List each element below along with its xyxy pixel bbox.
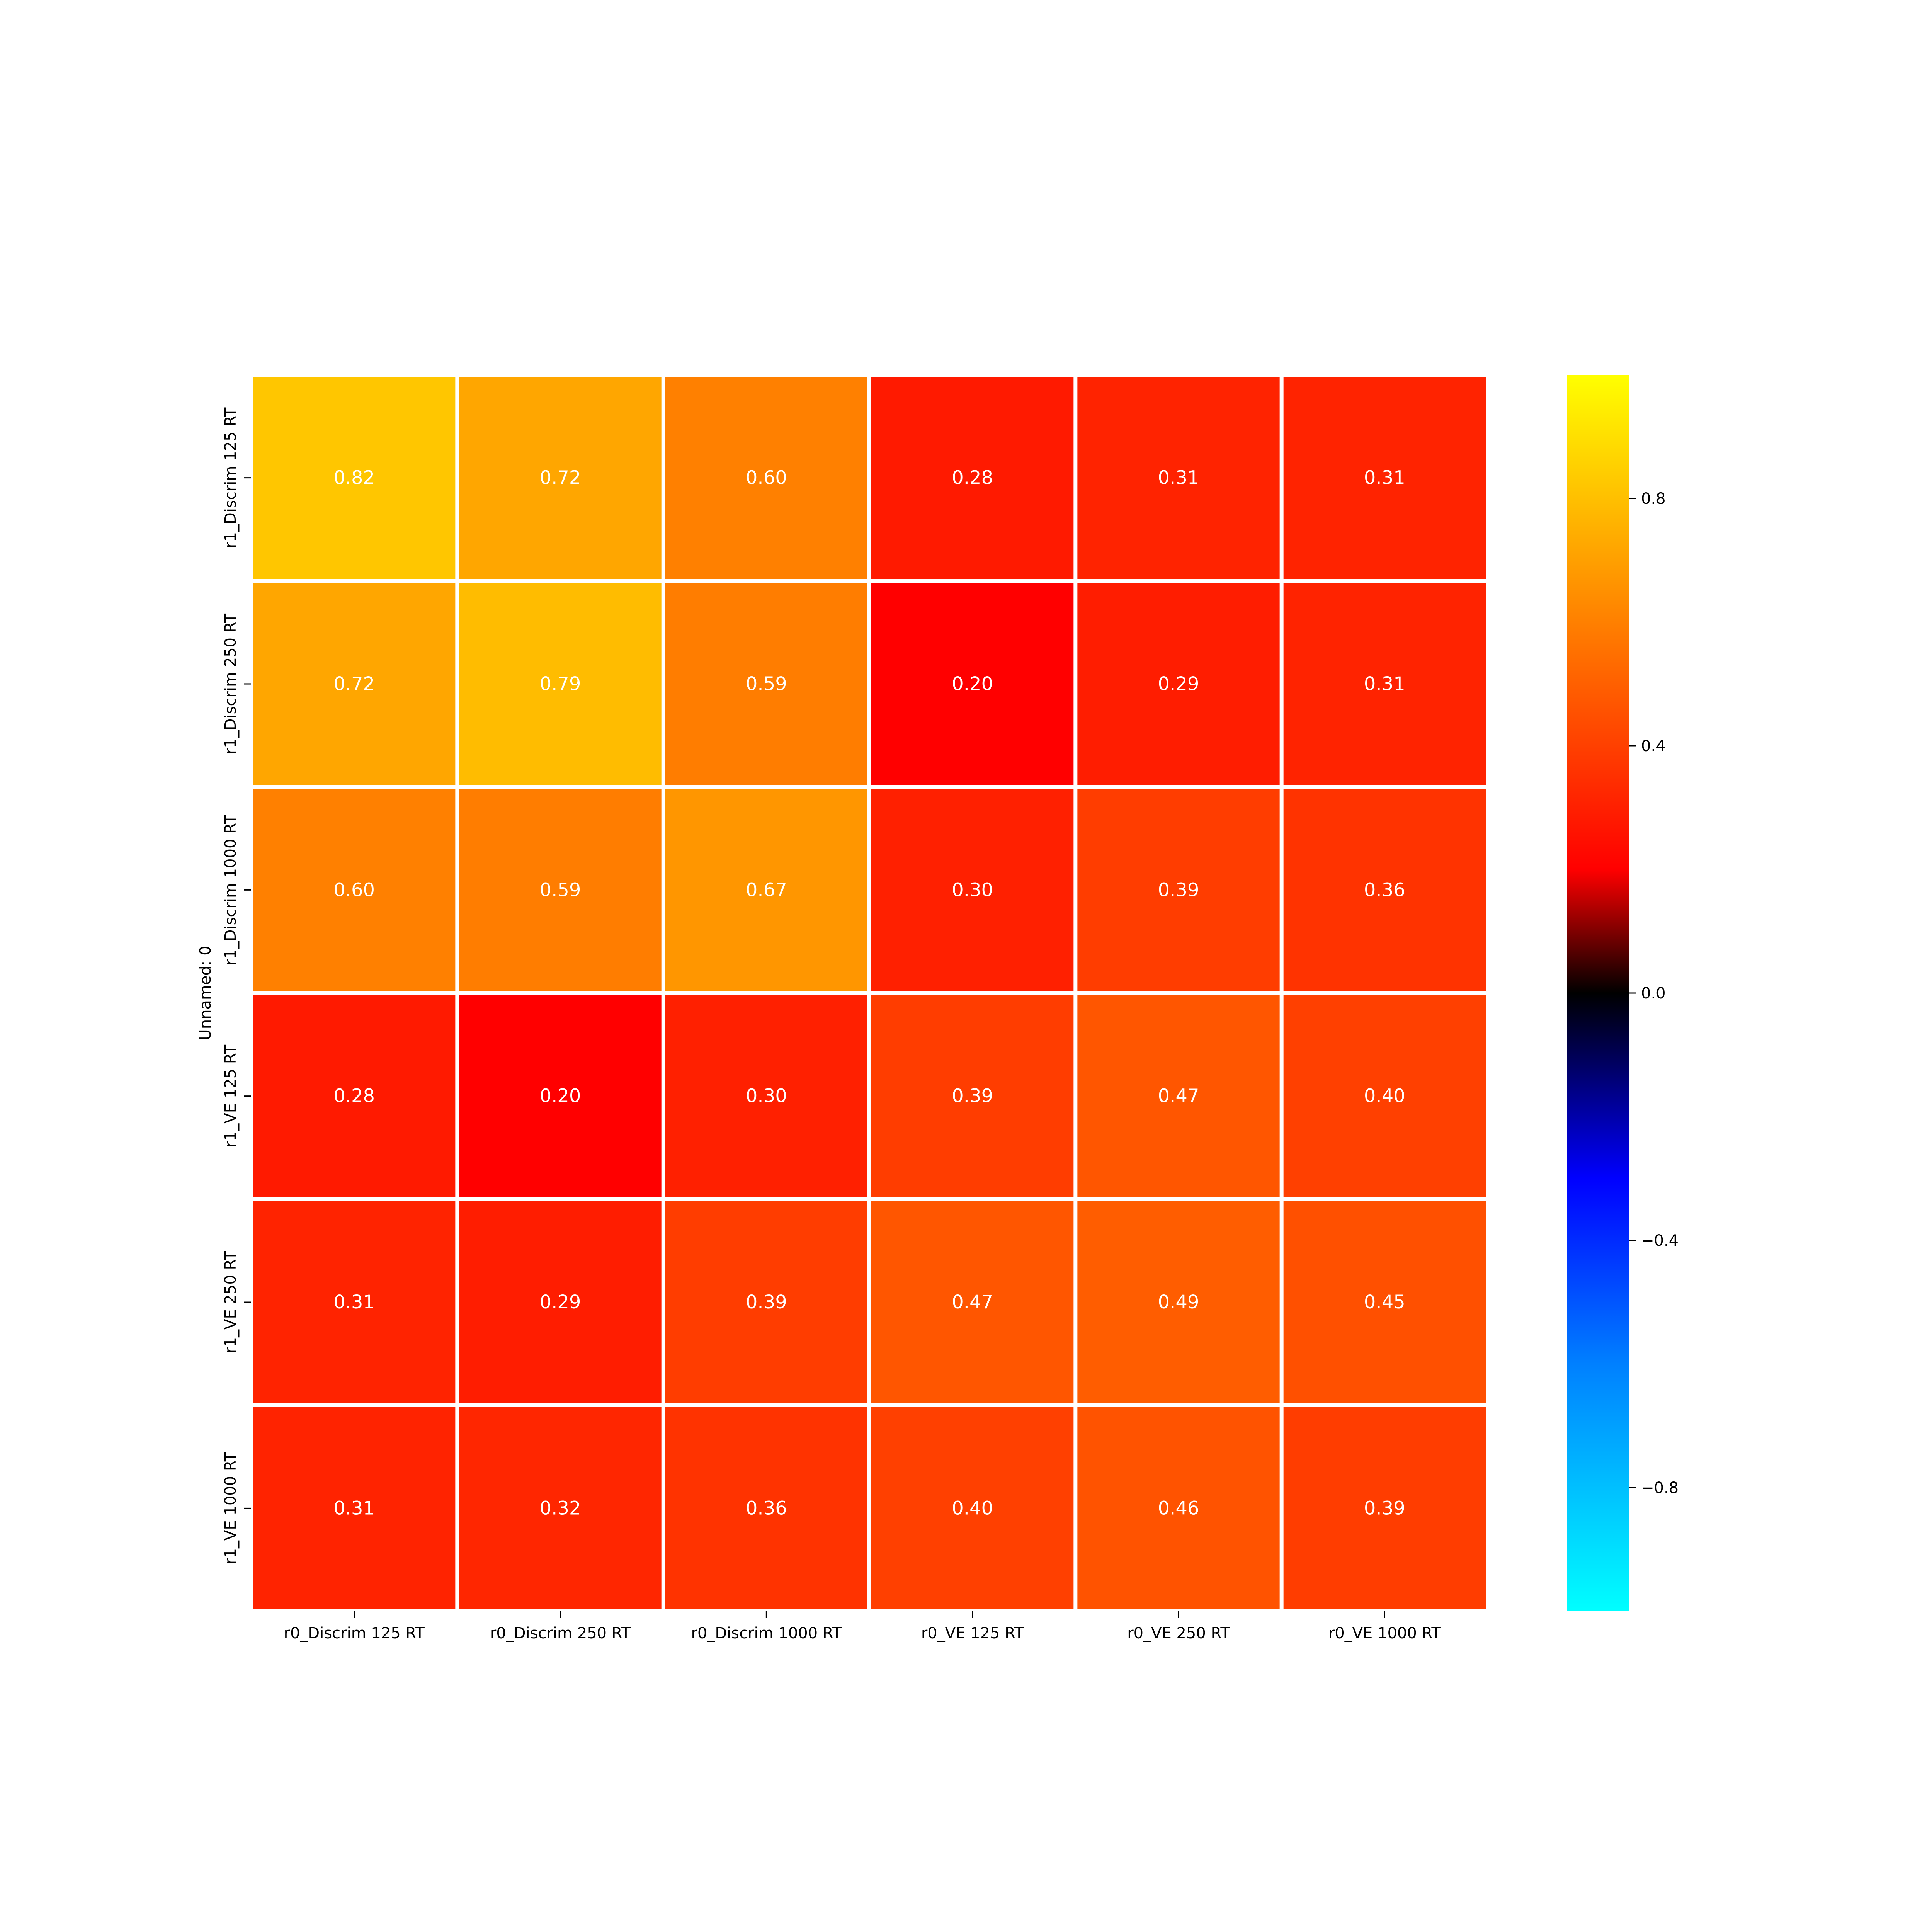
cell-value-label: 0.36: [1364, 879, 1405, 901]
cell-value-label: 0.20: [952, 673, 993, 695]
colorbar-tick-label: −0.4: [1641, 1232, 1679, 1250]
x-axis-ticks: r0_Discrim 125 RT r0_Discrim 250 RT r0_Dis…: [284, 1611, 1441, 1642]
cell-value-label: 0.79: [540, 673, 581, 695]
cell-value-label: 0.82: [333, 467, 375, 489]
x-tick-label: r0_Discrim 250 RT: [490, 1624, 631, 1642]
cell-value-label: 0.59: [540, 879, 581, 901]
cell-value-label: 0.40: [952, 1497, 993, 1519]
y-tick-label: r1_VE 250 RT: [222, 1251, 240, 1354]
cell-value-label: 0.67: [746, 879, 787, 901]
colorbar-tick-label: 0.0: [1641, 985, 1666, 1002]
x-tick-label: r0_VE 1000 RT: [1328, 1624, 1441, 1642]
y-tick-label: r1_VE 1000 RT: [222, 1452, 240, 1565]
cell-value-label: 0.40: [1364, 1085, 1405, 1107]
cell-value-label: 0.29: [540, 1291, 581, 1313]
cell-value-label: 0.36: [746, 1497, 787, 1519]
cell-value-label: 0.59: [746, 673, 787, 695]
y-tick-label: r1_Discrim 125 RT: [222, 407, 240, 548]
cell-value-label: 0.39: [1158, 879, 1199, 901]
x-tick-label: r0_Discrim 125 RT: [284, 1624, 425, 1642]
cell-value-label: 0.47: [952, 1291, 993, 1313]
y-tick-label: r1_Discrim 250 RT: [222, 613, 240, 754]
cell-value-label: 0.45: [1364, 1291, 1405, 1313]
y-axis-title: Unnamed: 0: [197, 946, 214, 1040]
y-tick-label: r1_Discrim 1000 RT: [222, 815, 240, 965]
cell-value-label: 0.39: [1364, 1497, 1405, 1519]
cell-value-label: 0.31: [1364, 673, 1405, 695]
cell-value-label: 0.30: [952, 879, 993, 901]
y-axis-ticks: r1_Discrim 125 RT r1_Discrim 250 RT r1_Dis…: [222, 407, 251, 1565]
colorbar: 0.8 0.4 0.0 −0.4 −0.8: [1567, 375, 1679, 1611]
cell-value-label: 0.31: [1158, 467, 1199, 489]
cell-value-label: 0.30: [746, 1085, 787, 1107]
cell-value-label: 0.31: [333, 1497, 375, 1519]
colorbar-tick-label: −0.8: [1641, 1479, 1679, 1497]
colorbar-tick-label: 0.8: [1641, 490, 1666, 508]
cell-value-label: 0.47: [1158, 1085, 1199, 1107]
cell-value-label: 0.32: [540, 1497, 581, 1519]
x-tick-label: r0_Discrim 1000 RT: [691, 1624, 842, 1642]
cell-value-label: 0.49: [1158, 1291, 1199, 1313]
cell-value-label: 0.28: [333, 1085, 375, 1107]
cell-value-label: 0.20: [540, 1085, 581, 1107]
colorbar-tick-label: 0.4: [1641, 737, 1666, 755]
cell-value-label: 0.28: [952, 467, 993, 489]
cell-value-label: 0.46: [1158, 1497, 1199, 1519]
cell-value-label: 0.72: [540, 467, 581, 489]
colorbar-gradient: [1567, 375, 1629, 1611]
cell-value-label: 0.31: [333, 1291, 375, 1313]
cell-value-label: 0.39: [952, 1085, 993, 1107]
heatmap-cells: [253, 377, 1486, 1609]
x-tick-label: r0_VE 125 RT: [921, 1624, 1024, 1642]
cell-value-label: 0.60: [746, 467, 787, 489]
cell-value-label: 0.60: [333, 879, 375, 901]
y-tick-label: r1_VE 125 RT: [222, 1044, 240, 1147]
cell-value-label: 0.39: [746, 1291, 787, 1313]
cell-value-label: 0.72: [333, 673, 375, 695]
cell-value-label: 0.31: [1364, 467, 1405, 489]
x-tick-label: r0_VE 250 RT: [1127, 1624, 1230, 1642]
cell-value-label: 0.29: [1158, 673, 1199, 695]
